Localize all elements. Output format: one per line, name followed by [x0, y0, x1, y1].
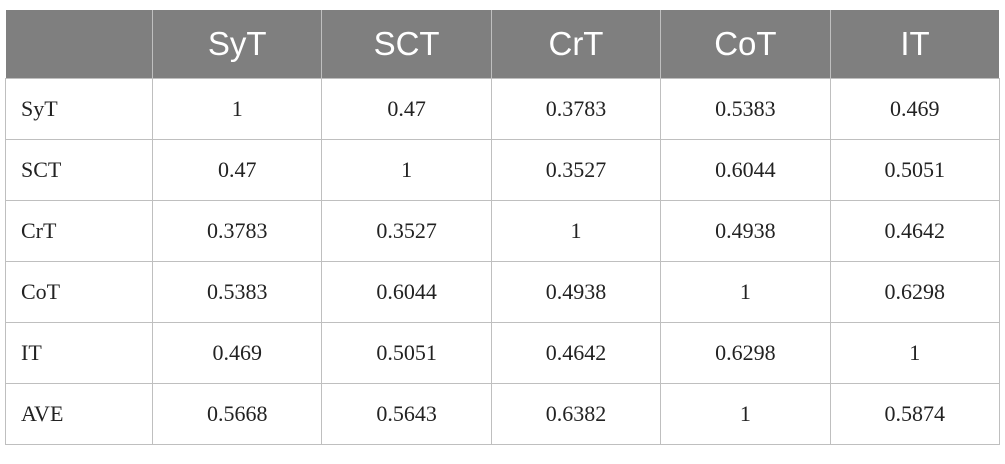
table-cell: 1	[660, 261, 831, 323]
row-label: SCT	[5, 139, 153, 201]
table-cell: 0.5668	[151, 383, 323, 445]
row-label: AVE	[5, 383, 153, 445]
row-label: CrT	[5, 200, 153, 262]
table-cell: 1	[660, 383, 831, 445]
table-cell: 0.4642	[490, 322, 662, 384]
correlation-table-container: SyT SCT CrT CoT IT SyT 1 0.47 0.3783 0.5…	[5, 10, 1000, 445]
table-row: IT 0.469 0.5051 0.4642 0.6298 1	[5, 322, 1000, 384]
table-row: SCT 0.47 1 0.3527 0.6044 0.5051	[5, 139, 1000, 201]
table-cell: 0.6298	[660, 322, 831, 384]
table-cell: 0.6044	[660, 139, 831, 201]
table-cell: 0.3783	[490, 78, 662, 140]
table-cell: 0.3527	[490, 139, 662, 201]
table-row: AVE 0.5668 0.5643 0.6382 1 0.5874	[5, 383, 1000, 445]
header-cell-sct: SCT	[321, 10, 492, 79]
header-row: SyT SCT CrT CoT IT	[5, 10, 1000, 79]
table-cell: 0.5643	[321, 383, 492, 445]
table-cell: 0.4938	[660, 200, 831, 262]
header-cell-cot: CoT	[660, 10, 831, 79]
header-cell-crt: CrT	[490, 10, 662, 79]
table-cell: 0.4938	[490, 261, 662, 323]
table-cell: 0.3527	[321, 200, 492, 262]
table-cell: 0.47	[321, 78, 492, 140]
table-cell: 1	[151, 78, 323, 140]
table-cell: 0.3783	[151, 200, 323, 262]
table-row: CoT 0.5383 0.6044 0.4938 1 0.6298	[5, 261, 1000, 323]
table-cell: 0.4642	[829, 200, 1000, 262]
table-cell: 0.6044	[321, 261, 492, 323]
table-cell: 1	[490, 200, 662, 262]
row-label: IT	[5, 322, 153, 384]
table-row: SyT 1 0.47 0.3783 0.5383 0.469	[5, 78, 1000, 140]
correlation-table: SyT SCT CrT CoT IT SyT 1 0.47 0.3783 0.5…	[5, 10, 1000, 445]
table-cell: 0.6298	[829, 261, 1000, 323]
table-header: SyT SCT CrT CoT IT	[5, 10, 1000, 79]
table-cell: 0.469	[151, 322, 323, 384]
table-row: CrT 0.3783 0.3527 1 0.4938 0.4642	[5, 200, 1000, 262]
row-label: CoT	[5, 261, 153, 323]
table-cell: 0.6382	[490, 383, 662, 445]
table-cell: 0.5051	[829, 139, 1000, 201]
table-cell: 1	[321, 139, 492, 201]
table-cell: 0.469	[829, 78, 1000, 140]
table-cell: 0.5383	[660, 78, 831, 140]
table-cell: 0.47	[151, 139, 323, 201]
row-label: SyT	[5, 78, 153, 140]
header-cell-syt: SyT	[151, 10, 323, 79]
header-cell-it: IT	[829, 10, 1000, 79]
header-cell-corner	[5, 10, 153, 79]
table-cell: 0.5051	[321, 322, 492, 384]
table-body: SyT 1 0.47 0.3783 0.5383 0.469 SCT 0.47 …	[5, 78, 1000, 445]
table-cell: 0.5874	[829, 383, 1000, 445]
table-cell: 0.5383	[151, 261, 323, 323]
table-cell: 1	[829, 322, 1000, 384]
